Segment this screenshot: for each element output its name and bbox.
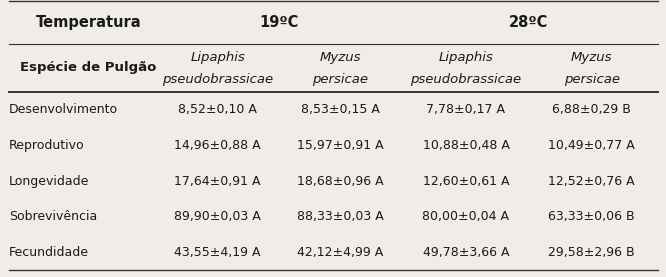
Text: 18,68±0,96 A: 18,68±0,96 A: [297, 175, 384, 188]
Text: 15,97±0,91 A: 15,97±0,91 A: [297, 139, 384, 152]
Text: 42,12±4,99 A: 42,12±4,99 A: [297, 246, 384, 259]
Text: Espécie de Pulgão: Espécie de Pulgão: [21, 61, 157, 75]
Text: Myzus: Myzus: [320, 51, 361, 64]
Text: 17,64±0,91 A: 17,64±0,91 A: [174, 175, 261, 188]
Text: 19ºC: 19ºC: [259, 15, 298, 30]
Text: 49,78±3,66 A: 49,78±3,66 A: [423, 246, 509, 259]
Text: 12,52±0,76 A: 12,52±0,76 A: [549, 175, 635, 188]
Text: 8,52±0,10 A: 8,52±0,10 A: [178, 103, 257, 116]
Text: Reprodutivo: Reprodutivo: [9, 139, 85, 152]
Text: Lipaphis: Lipaphis: [190, 51, 245, 64]
Text: pseudobrassicae: pseudobrassicae: [410, 73, 521, 86]
Text: 89,90±0,03 A: 89,90±0,03 A: [174, 210, 261, 223]
Text: Sobrevivência: Sobrevivência: [9, 210, 97, 223]
Text: 10,88±0,48 A: 10,88±0,48 A: [422, 139, 509, 152]
Text: 88,33±0,03 A: 88,33±0,03 A: [297, 210, 384, 223]
Text: Longevidade: Longevidade: [9, 175, 89, 188]
Text: 7,78±0,17 A: 7,78±0,17 A: [426, 103, 505, 116]
Text: 28ºC: 28ºC: [509, 15, 549, 30]
Text: persicae: persicae: [312, 73, 368, 86]
Text: 63,33±0,06 B: 63,33±0,06 B: [549, 210, 635, 223]
Text: Myzus: Myzus: [571, 51, 613, 64]
Text: 6,88±0,29 B: 6,88±0,29 B: [552, 103, 631, 116]
Text: Temperatura: Temperatura: [36, 15, 141, 30]
Text: 80,00±0,04 A: 80,00±0,04 A: [422, 210, 509, 223]
Text: 14,96±0,88 A: 14,96±0,88 A: [174, 139, 261, 152]
Text: Fecundidade: Fecundidade: [9, 246, 89, 259]
Text: 29,58±2,96 B: 29,58±2,96 B: [549, 246, 635, 259]
Text: 12,60±0,61 A: 12,60±0,61 A: [423, 175, 509, 188]
Text: 10,49±0,77 A: 10,49±0,77 A: [548, 139, 635, 152]
Text: Desenvolvimento: Desenvolvimento: [9, 103, 119, 116]
Text: pseudobrassicae: pseudobrassicae: [162, 73, 273, 86]
Text: persicae: persicae: [564, 73, 620, 86]
Text: 8,53±0,15 A: 8,53±0,15 A: [301, 103, 380, 116]
Text: Lipaphis: Lipaphis: [439, 51, 494, 64]
Text: 43,55±4,19 A: 43,55±4,19 A: [174, 246, 261, 259]
